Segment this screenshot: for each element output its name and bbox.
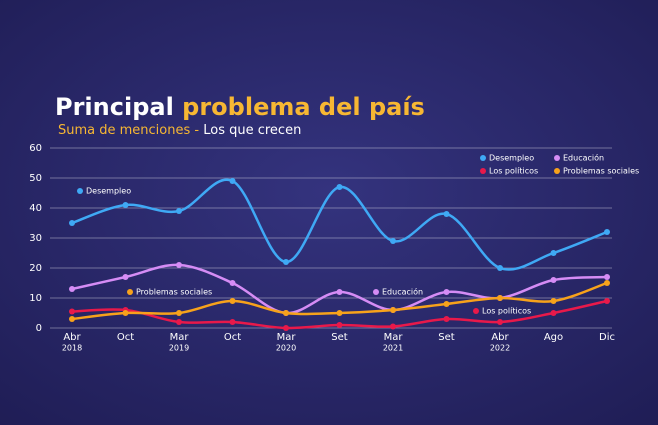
data-point — [283, 325, 289, 331]
x-tick-label: Oct — [224, 332, 241, 343]
data-point — [443, 211, 450, 217]
data-point — [69, 220, 75, 226]
title-part: problema del país — [182, 93, 425, 121]
data-point — [283, 310, 289, 316]
data-point — [443, 301, 450, 307]
data-point — [122, 202, 129, 208]
data-point — [69, 286, 75, 292]
data-point — [497, 319, 503, 325]
legend-label: Educación — [563, 153, 604, 163]
data-point — [122, 310, 129, 316]
data-point — [443, 316, 450, 322]
legend-label: Desempleo — [489, 154, 534, 163]
y-tick-label: 10 — [29, 293, 42, 304]
data-point — [176, 310, 182, 316]
data-point — [550, 310, 557, 316]
legend-label: Problemas sociales — [563, 167, 639, 176]
y-tick-label: 50 — [29, 173, 42, 184]
x-tick-label: Oct — [117, 332, 134, 343]
legend-swatch — [554, 155, 560, 161]
y-tick-label: 30 — [29, 233, 42, 244]
x-tick-label: Ago — [544, 332, 563, 343]
data-point — [550, 277, 557, 283]
legend-swatch — [480, 155, 486, 161]
data-point — [229, 298, 236, 304]
year-label: 2018 — [62, 344, 82, 353]
data-point — [390, 323, 396, 330]
data-point — [69, 308, 75, 315]
data-point — [122, 274, 129, 280]
year-label: 2019 — [169, 344, 189, 353]
inline-label: Los políticos — [482, 307, 531, 316]
data-point — [390, 238, 396, 244]
data-point — [390, 307, 396, 313]
data-point — [176, 319, 182, 325]
inline-label: Problemas sociales — [136, 288, 212, 297]
chart-title: Principal problema del país — [55, 93, 425, 121]
inline-label: Desempleo — [86, 187, 131, 196]
subtitle-part: Suma de menciones - — [58, 123, 199, 138]
x-tick-label: Dic — [599, 332, 615, 343]
inline-label-dot — [373, 289, 379, 295]
x-tick-label: Abr — [491, 332, 509, 343]
data-point — [336, 184, 343, 190]
data-point — [336, 322, 343, 328]
inline-label: Educación — [382, 287, 423, 297]
data-point — [604, 229, 610, 235]
year-label: 2020 — [276, 344, 296, 353]
x-tick-label: Mar — [384, 332, 404, 343]
data-point — [604, 280, 610, 286]
inline-label-dot — [473, 308, 479, 314]
data-point — [550, 250, 557, 256]
inline-label-dot — [127, 289, 133, 295]
data-point — [443, 289, 450, 295]
y-tick-label: 20 — [29, 263, 42, 274]
data-point — [550, 298, 557, 304]
y-tick-label: 60 — [29, 143, 42, 154]
x-tick-label: Mar — [170, 332, 190, 343]
data-point — [69, 316, 75, 322]
legend-swatch — [480, 168, 486, 174]
data-point — [229, 280, 236, 286]
year-label: 2021 — [383, 344, 403, 353]
data-point — [336, 289, 343, 295]
inline-label-dot — [77, 188, 83, 194]
x-tick-label: Set — [438, 332, 455, 343]
data-point — [283, 259, 289, 265]
y-tick-label: 0 — [36, 323, 42, 334]
data-point — [604, 274, 610, 280]
data-point — [497, 265, 503, 271]
x-tick-label: Set — [331, 332, 348, 343]
data-point — [176, 208, 182, 214]
data-point — [604, 298, 610, 304]
data-point — [176, 262, 182, 268]
y-tick-label: 40 — [29, 203, 42, 214]
year-label: 2022 — [490, 344, 510, 353]
chart-subtitle: Suma de menciones - Los que crecen — [58, 123, 301, 138]
title-part: Principal — [55, 93, 174, 121]
data-point — [229, 178, 236, 184]
x-tick-label: Abr — [63, 332, 81, 343]
legend-swatch — [554, 168, 560, 174]
data-point — [336, 310, 343, 316]
data-point — [497, 295, 503, 301]
legend-label: Los políticos — [489, 167, 538, 176]
subtitle-part: Los que crecen — [203, 123, 301, 138]
x-tick-label: Mar — [277, 332, 297, 343]
data-point — [229, 319, 236, 325]
